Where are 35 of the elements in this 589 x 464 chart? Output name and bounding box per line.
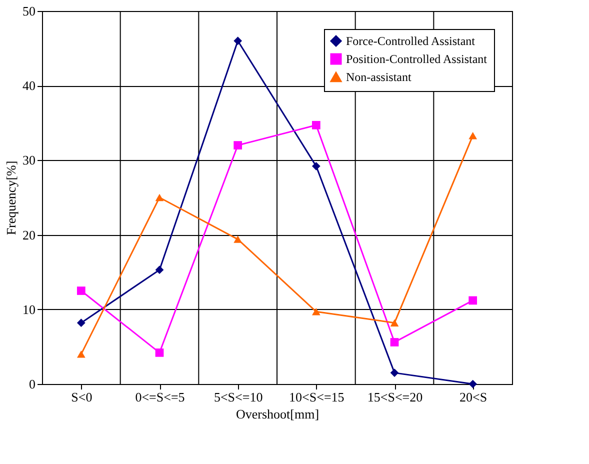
point bbox=[312, 162, 320, 170]
point bbox=[468, 132, 478, 140]
y-tick-label: 20 bbox=[22, 227, 36, 242]
x-tick-label: 10<S<=15 bbox=[289, 390, 344, 404]
point bbox=[468, 380, 478, 388]
y-axis-title: Frequency[%] bbox=[4, 160, 18, 236]
point bbox=[312, 308, 320, 316]
y-tick-label: 30 bbox=[22, 152, 36, 168]
point bbox=[155, 266, 164, 274]
x-tick-label: 20<S bbox=[460, 390, 488, 404]
point bbox=[234, 141, 242, 150]
x-tick-label: 15<S<=20 bbox=[367, 390, 423, 404]
y-tick-label: 50 bbox=[22, 4, 36, 18]
legend-label: Force-Controlled Assistant bbox=[346, 34, 476, 48]
point bbox=[390, 338, 399, 346]
point bbox=[155, 194, 164, 202]
point bbox=[155, 348, 164, 357]
point bbox=[76, 318, 86, 328]
y-tick-label: 0 bbox=[29, 376, 36, 392]
point bbox=[312, 120, 320, 130]
point bbox=[76, 350, 86, 358]
point bbox=[76, 286, 86, 295]
point bbox=[234, 236, 242, 243]
x-tick-label: 0<=S<=5 bbox=[135, 390, 185, 404]
point bbox=[468, 296, 478, 305]
x-axis-title: Overshoot[mm] bbox=[236, 406, 320, 422]
legend-label: Position-Controlled Assistant bbox=[346, 52, 488, 66]
point bbox=[390, 319, 399, 326]
x-tick-label: 5<S<=10 bbox=[214, 390, 263, 404]
y-tick-label: 40 bbox=[22, 78, 36, 94]
legend-label: Non-assistant bbox=[346, 70, 412, 84]
y-tick-label: 10 bbox=[22, 302, 36, 317]
point bbox=[390, 368, 399, 377]
point bbox=[234, 36, 242, 46]
x-tick-label: S<0 bbox=[71, 390, 92, 404]
